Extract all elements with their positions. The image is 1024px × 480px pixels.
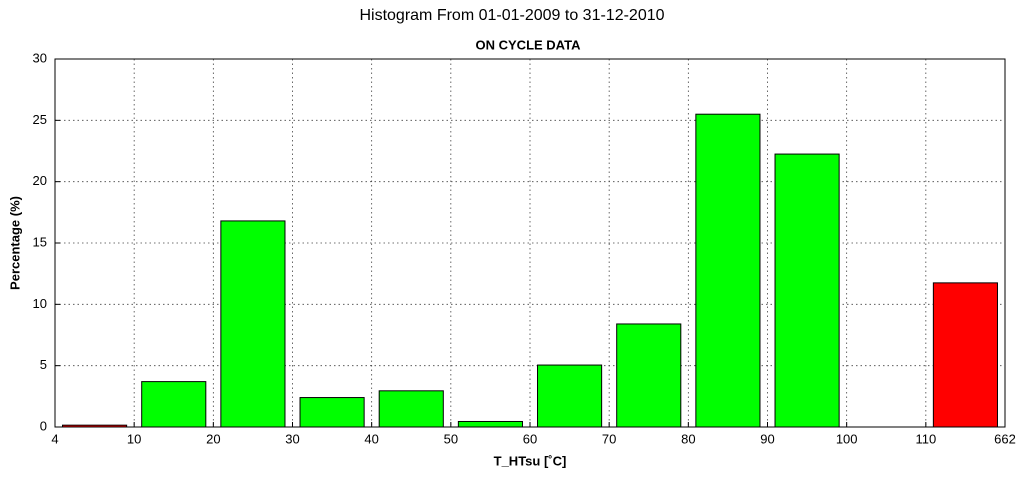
y-tick-label: 15 — [33, 234, 47, 249]
x-tick-label: 50 — [444, 431, 458, 446]
plot-frame — [54, 58, 1006, 428]
bar — [774, 153, 840, 428]
bar — [537, 364, 603, 428]
bar — [616, 323, 682, 428]
y-tick-label: 10 — [33, 296, 47, 311]
x-tick-label: 70 — [602, 431, 616, 446]
bar — [220, 220, 286, 428]
x-tick-label: 30 — [285, 431, 299, 446]
bar — [695, 113, 761, 428]
bar — [457, 420, 523, 428]
bar — [141, 381, 207, 428]
x-tick-label: 4 — [51, 431, 58, 446]
chart-title: Histogram From 01-01-2009 to 31-12-2010 — [359, 7, 664, 24]
x-tick-label: 40 — [364, 431, 378, 446]
y-tick-label: 5 — [40, 357, 47, 372]
x-tick-label: 90 — [760, 431, 774, 446]
x-tick-label: 100 — [836, 431, 858, 446]
bar — [932, 282, 998, 428]
y-axis-label: Percentage (%) — [7, 196, 22, 290]
chart-subtitle: ON CYCLE DATA — [476, 37, 582, 52]
x-tick-label: 110 — [915, 431, 936, 446]
y-tick-label: 30 — [33, 50, 47, 65]
x-tick-label: 20 — [206, 431, 220, 446]
x-tick-label: 10 — [127, 431, 141, 446]
x-tick-label: 662 — [994, 431, 1016, 446]
y-tick-label: 0 — [40, 418, 47, 433]
y-tick-label: 20 — [33, 173, 47, 188]
x-tick-label: 80 — [681, 431, 695, 446]
x-axis-label: T_HTsu [˚C] — [494, 453, 567, 468]
bar — [378, 390, 444, 428]
bar — [299, 397, 365, 428]
x-tick-label: 60 — [523, 431, 537, 446]
y-tick-label: 25 — [33, 112, 47, 127]
